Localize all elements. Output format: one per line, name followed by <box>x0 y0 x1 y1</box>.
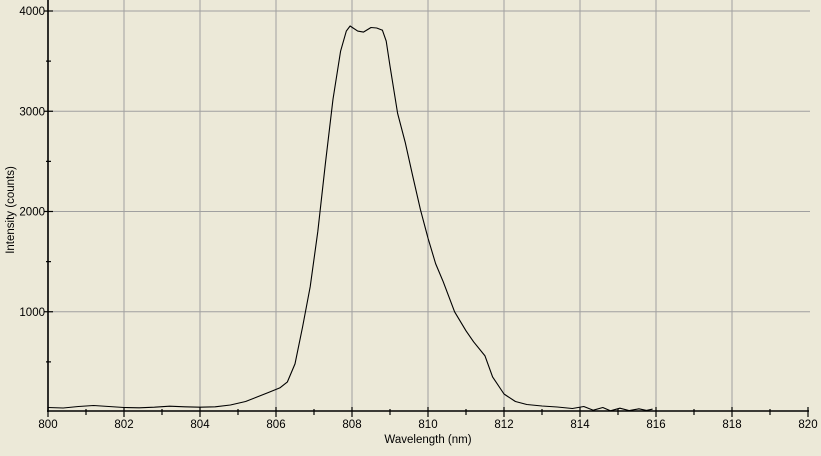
x-tick-label: 810 <box>418 419 437 431</box>
x-tick-label: 800 <box>38 419 57 431</box>
y-tick-label: 3000 <box>19 106 45 118</box>
x-tick-label: 814 <box>570 419 590 431</box>
y-tick-label: 4000 <box>19 6 45 18</box>
x-tick-label: 812 <box>494 419 513 431</box>
x-tick-label: 816 <box>646 419 665 431</box>
x-tick-label: 806 <box>266 419 285 431</box>
spectrum-line <box>47 25 653 412</box>
x-tick-label: 804 <box>190 419 210 431</box>
x-tick-label: 802 <box>114 419 133 431</box>
tick-marks <box>44 10 809 417</box>
x-tick-label: 808 <box>342 419 361 431</box>
horizontal-gridlines <box>48 10 810 313</box>
vertical-gridlines <box>123 0 733 411</box>
x-tick-label: 820 <box>798 419 817 431</box>
y-tick-label: 1000 <box>19 307 45 319</box>
x-tick-labels: 800 802 804 806 808 810 812 814 816 818 820 <box>38 419 817 431</box>
x-axis-title: Wavelength (nm) <box>384 434 471 446</box>
y-tick-label: 2000 <box>19 207 45 219</box>
y-tick-labels: 1000 2000 3000 4000 <box>19 6 45 319</box>
x-tick-label: 818 <box>722 419 741 431</box>
y-axis-title: Intensity (counts) <box>5 166 17 254</box>
spectrum-trace <box>47 25 653 412</box>
